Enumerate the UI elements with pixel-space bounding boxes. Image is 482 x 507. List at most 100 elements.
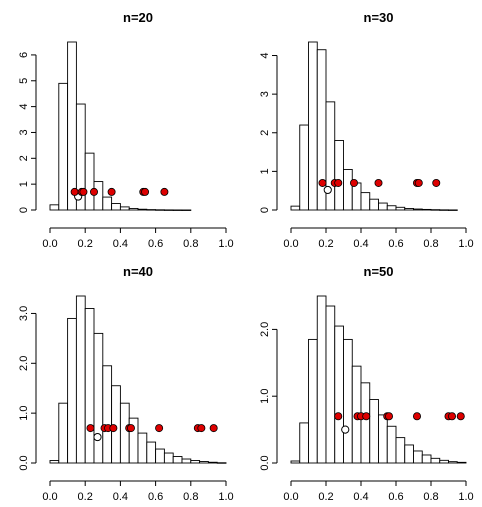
y-tick-label: 3 xyxy=(18,129,30,135)
histogram-bar xyxy=(190,460,201,464)
x-tick-label: 0.6 xyxy=(388,238,403,250)
histogram-bar xyxy=(378,202,388,211)
histogram-bar xyxy=(316,295,327,464)
histogram-bar xyxy=(172,209,183,211)
x-tick-label: 0.6 xyxy=(148,491,163,502)
histogram-bar xyxy=(290,460,301,464)
x-tick-label: 0.8 xyxy=(423,238,438,250)
histogram-bar xyxy=(102,196,113,211)
red-point xyxy=(414,178,423,187)
histogram-bar xyxy=(395,437,406,464)
y-tick-label: 0.0 xyxy=(18,455,30,470)
y-tick-label: 0.0 xyxy=(259,455,271,470)
y-tick-label: 4 xyxy=(259,52,271,58)
panel-title: n=50 xyxy=(364,264,394,279)
red-point xyxy=(86,424,95,433)
y-tick-label: 2.0 xyxy=(18,356,30,371)
histogram-bar xyxy=(386,425,397,464)
histogram-bar xyxy=(172,456,183,464)
histogram-bar xyxy=(386,205,397,211)
histogram-bar xyxy=(308,338,318,464)
histogram-bar xyxy=(448,209,458,211)
red-point xyxy=(384,412,393,421)
histogram-bar xyxy=(58,402,69,464)
histogram-bar xyxy=(155,448,165,464)
red-point xyxy=(70,187,79,196)
histogram-bar xyxy=(111,203,121,211)
histogram-bar xyxy=(93,332,104,464)
histogram-bar xyxy=(49,204,60,211)
x-tick-label: 0.4 xyxy=(353,491,368,502)
y-tick-label: 0 xyxy=(259,207,271,213)
histogram-bar xyxy=(67,317,77,464)
histogram-bar xyxy=(163,209,174,211)
histogram-bar xyxy=(343,338,353,464)
y-tick-label: 1.0 xyxy=(18,406,30,421)
x-tick-label: 0.4 xyxy=(113,238,128,250)
x-tick-label: 0.4 xyxy=(113,491,128,502)
histogram-bar xyxy=(413,450,423,464)
histogram-bar xyxy=(334,325,344,464)
histogram-bar xyxy=(299,422,309,464)
histogram-bar xyxy=(102,365,113,464)
histogram-bar xyxy=(343,168,353,211)
y-tick-label: 5 xyxy=(18,78,30,84)
histogram-bar xyxy=(137,432,148,464)
histogram-bar xyxy=(308,41,318,211)
histogram-bar xyxy=(181,209,192,211)
histogram-bar xyxy=(67,41,77,211)
x-tick-label: 0.2 xyxy=(78,238,93,250)
histogram-bar xyxy=(290,205,301,211)
histogram-bar xyxy=(119,206,130,211)
histogram-bar xyxy=(155,209,165,211)
histogram-bar xyxy=(325,305,336,464)
x-tick-label: 1.0 xyxy=(458,238,473,250)
histogram-bar xyxy=(395,206,406,211)
y-tick-label: 2 xyxy=(259,130,271,136)
histogram-bar xyxy=(421,454,432,464)
red-point xyxy=(126,424,135,433)
red-point xyxy=(318,178,327,187)
y-tick-label: 2.0 xyxy=(259,322,271,337)
histogram-bar xyxy=(128,207,139,211)
x-tick-label: 0.0 xyxy=(42,238,57,250)
x-tick-label: 1.0 xyxy=(218,491,233,502)
y-tick-label: 3.0 xyxy=(18,306,30,321)
open-point xyxy=(93,432,102,442)
panel-n20: n=20 0.0 0.2 0.4 0.6 0.8 1.0 0 1 2 3 4 5 6 xyxy=(18,10,234,250)
red-point xyxy=(456,412,465,421)
red-point xyxy=(447,412,456,421)
y-tick-label: 3 xyxy=(259,91,271,97)
x-tick-label: 0.2 xyxy=(318,491,333,502)
histogram-bar xyxy=(334,140,344,211)
open-point xyxy=(323,185,332,195)
histogram-bar xyxy=(404,444,414,464)
histogram-bar xyxy=(75,295,86,464)
x-tick-label: 0.8 xyxy=(183,238,198,250)
red-point xyxy=(79,187,88,196)
red-point xyxy=(374,178,383,187)
red-point xyxy=(362,412,371,421)
x-tick-label: 0.8 xyxy=(423,491,438,502)
x-tick-label: 0.0 xyxy=(42,491,57,502)
panel-n50: n=50 0.0 0.2 0.4 0.6 0.8 1.0 0.0 1.0 2.0 xyxy=(259,264,474,503)
red-point xyxy=(141,187,150,196)
x-tick-label: 0.8 xyxy=(183,491,198,502)
x-tick-label: 0.6 xyxy=(148,238,163,250)
histogram-bar xyxy=(360,192,371,211)
y-tick-label: 1 xyxy=(259,168,271,174)
histogram-bar xyxy=(439,209,449,211)
y-tick-label: 2 xyxy=(18,155,30,161)
red-point xyxy=(334,412,343,421)
histogram-bar xyxy=(369,399,379,464)
x-tick-label: 0.0 xyxy=(283,491,298,502)
x-tick-label: 1.0 xyxy=(458,491,473,502)
histogram-bar xyxy=(404,208,414,211)
red-point xyxy=(349,178,358,187)
red-point xyxy=(334,178,343,187)
open-point xyxy=(341,425,350,434)
histogram-bar xyxy=(146,209,157,211)
red-point xyxy=(90,187,99,196)
histogram-bar xyxy=(146,441,157,464)
